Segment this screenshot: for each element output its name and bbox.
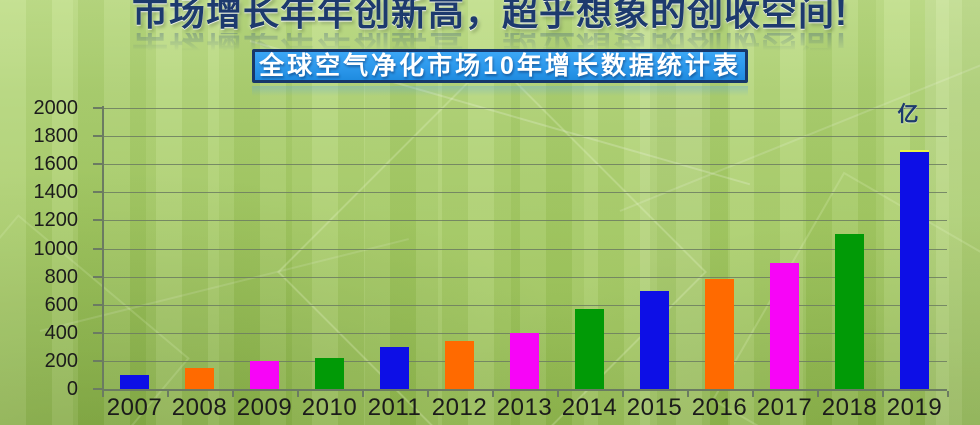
x-axis-tick [492, 391, 494, 397]
banner-reflection [252, 86, 748, 96]
unit-label: 亿 [897, 103, 919, 126]
bar-2015 [640, 291, 669, 389]
x-axis-label: 2011 [367, 394, 422, 421]
bar-2013 [510, 333, 539, 389]
y-axis-label: 200 [44, 350, 78, 372]
gridline [102, 164, 947, 165]
x-axis-tick [232, 391, 234, 397]
bar-2010 [315, 358, 344, 389]
x-axis-tick [687, 391, 689, 397]
y-axis-label: 1600 [33, 153, 79, 175]
x-axis-label: 2018 [821, 394, 878, 421]
x-axis-tick [882, 391, 884, 397]
y-axis-tick [93, 332, 102, 334]
bar-2009 [250, 361, 279, 389]
y-axis-label: 800 [44, 266, 78, 288]
x-axis-tick [557, 391, 559, 397]
y-axis-tick [93, 219, 102, 221]
bar-2018 [835, 234, 864, 389]
chart-title: 全球空气净化市场10年增长数据统计表 [259, 51, 741, 80]
bar-2008 [185, 368, 214, 389]
x-axis-labels: 2007 2008 2009 2010 2011 2012 2013 2014 2015 2016… [102, 396, 947, 420]
y-axis-label: 0 [66, 378, 78, 400]
x-axis-label: 2013 [496, 394, 553, 421]
x-axis-tick [947, 391, 949, 397]
x-axis-tick [752, 391, 754, 397]
y-axis-label: 600 [44, 294, 78, 316]
x-axis-tick [167, 391, 169, 397]
gridline [102, 136, 947, 137]
x-axis-label: 2008 [171, 394, 228, 421]
page-title: 市场增长年年创新高，超乎想象的创收空间! [132, 0, 848, 33]
bar-2019 [900, 150, 929, 389]
y-axis-label: 1000 [33, 238, 79, 260]
bar-2007 [120, 375, 149, 389]
bar-2011 [380, 347, 409, 389]
bar-2012 [445, 341, 474, 389]
x-axis-label: 2012 [431, 394, 488, 421]
gridline [102, 305, 947, 306]
x-axis-label: 2007 [106, 394, 163, 421]
gridline [102, 192, 947, 193]
y-axis-tick [93, 360, 102, 362]
gridline [102, 108, 947, 109]
y-axis-label: 1400 [33, 181, 79, 203]
x-axis-label: 2010 [301, 394, 358, 421]
x-axis-tick [622, 391, 624, 397]
y-axis-label: 400 [44, 322, 78, 344]
y-axis-tick [93, 304, 102, 306]
y-axis-label: 2000 [33, 97, 79, 119]
x-axis-tick [102, 391, 104, 397]
y-axis-labels: 0 200 400 600 800 1000 1200 1400 1600 1800 2000 [0, 98, 90, 399]
bar-2014 [575, 309, 604, 389]
plot-area [93, 107, 949, 397]
y-axis-tick [93, 276, 102, 278]
y-axis-tick [93, 191, 102, 193]
x-axis-label: 2009 [236, 394, 293, 421]
y-axis-tick [93, 163, 102, 165]
x-axis-label: 2014 [561, 394, 618, 421]
y-axis-tick [93, 107, 102, 109]
x-axis-tick [427, 391, 429, 397]
y-axis-tick [93, 388, 102, 390]
gridline [102, 220, 947, 221]
x-axis-label: 2019 [886, 394, 943, 421]
x-axis-line [102, 389, 947, 391]
y-axis-line [102, 106, 104, 391]
y-axis-label: 1800 [33, 125, 79, 147]
x-axis-label: 2017 [756, 394, 813, 421]
gridline [102, 249, 947, 250]
bar-2017 [770, 263, 799, 389]
bar-2016 [705, 279, 734, 389]
x-axis-tick [362, 391, 364, 397]
chart-title-banner: 全球空气净化市场10年增长数据统计表 [252, 49, 748, 83]
x-axis-label: 2016 [691, 394, 748, 421]
y-axis-label: 1200 [33, 209, 79, 231]
y-axis-tick [93, 248, 102, 250]
x-axis-tick [297, 391, 299, 397]
gridline [102, 277, 947, 278]
x-axis-label: 2015 [626, 394, 683, 421]
x-axis-tick [817, 391, 819, 397]
y-axis-tick [93, 135, 102, 137]
